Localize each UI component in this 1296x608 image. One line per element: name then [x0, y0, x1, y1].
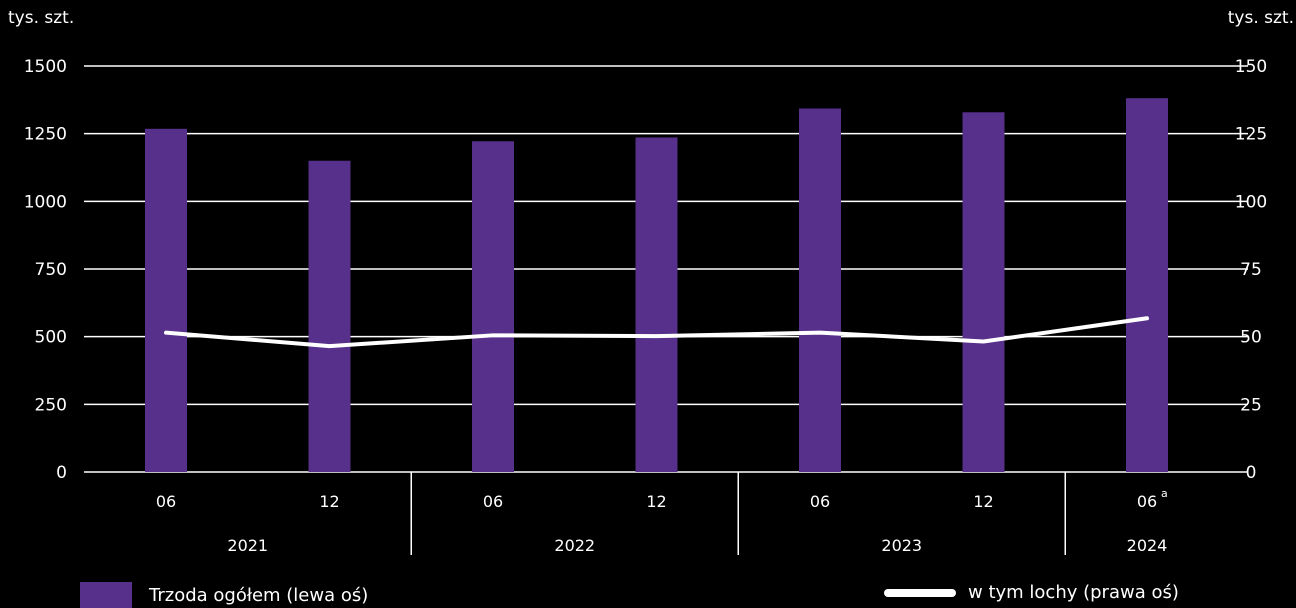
right-tick-label: 0: [1246, 463, 1257, 483]
chart-canvas: 0 0 250 25 500 50 750 75 1000 100 1250 125 1500 150 06…: [24, 57, 1267, 555]
left-axis-unit: tys. szt.: [8, 8, 75, 28]
category-superscript: a: [1161, 487, 1168, 500]
right-tick-label: 75: [1240, 260, 1262, 280]
year-label: 2024: [1127, 536, 1168, 555]
year-label: 2022: [554, 536, 595, 555]
bar: [799, 108, 841, 473]
left-tick-label: 0: [56, 463, 67, 483]
bar: [1126, 98, 1168, 472]
series-line: [164, 316, 1149, 349]
bar: [145, 128, 187, 472]
legend-bars: Trzoda ogółem (lewa oś): [80, 582, 368, 608]
legend-bar-swatch: [80, 582, 132, 608]
left-tick-label: 250: [35, 395, 67, 415]
left-tick-label: 1500: [24, 57, 67, 77]
right-tick-label: 25: [1240, 395, 1262, 415]
category-label: 06: [483, 492, 503, 511]
right-tick-label: 150: [1235, 57, 1267, 77]
legend-bars-label: Trzoda ogółem (lewa oś): [149, 584, 369, 606]
left-tick-label: 1000: [24, 192, 67, 212]
right-tick-label: 50: [1240, 328, 1262, 348]
category-label: 06: [810, 492, 830, 511]
year-label: 2023: [881, 536, 922, 555]
category-label: 12: [319, 492, 339, 511]
left-tick-label: 1250: [24, 125, 67, 145]
bar: [308, 160, 351, 472]
bar: [635, 137, 678, 472]
right-tick-label: 125: [1235, 125, 1267, 145]
left-tick-label: 750: [35, 260, 67, 280]
right-axis-unit: tys. szt.: [1227, 8, 1294, 28]
year-label: 2021: [227, 536, 268, 555]
legend-line-label: w tym lochy (prawa oś): [968, 582, 1179, 603]
left-tick-label: 500: [35, 328, 67, 348]
category-label: 06: [1137, 492, 1157, 511]
legend-line-swatch: [884, 588, 956, 597]
category-label: 12: [973, 492, 993, 511]
right-tick-label: 100: [1235, 192, 1267, 212]
legend-line: w tym lochy (prawa oś): [884, 582, 1179, 603]
category-label: 06: [156, 492, 176, 511]
category-label: 12: [646, 492, 666, 511]
bar: [962, 112, 1005, 472]
bar: [472, 141, 514, 472]
